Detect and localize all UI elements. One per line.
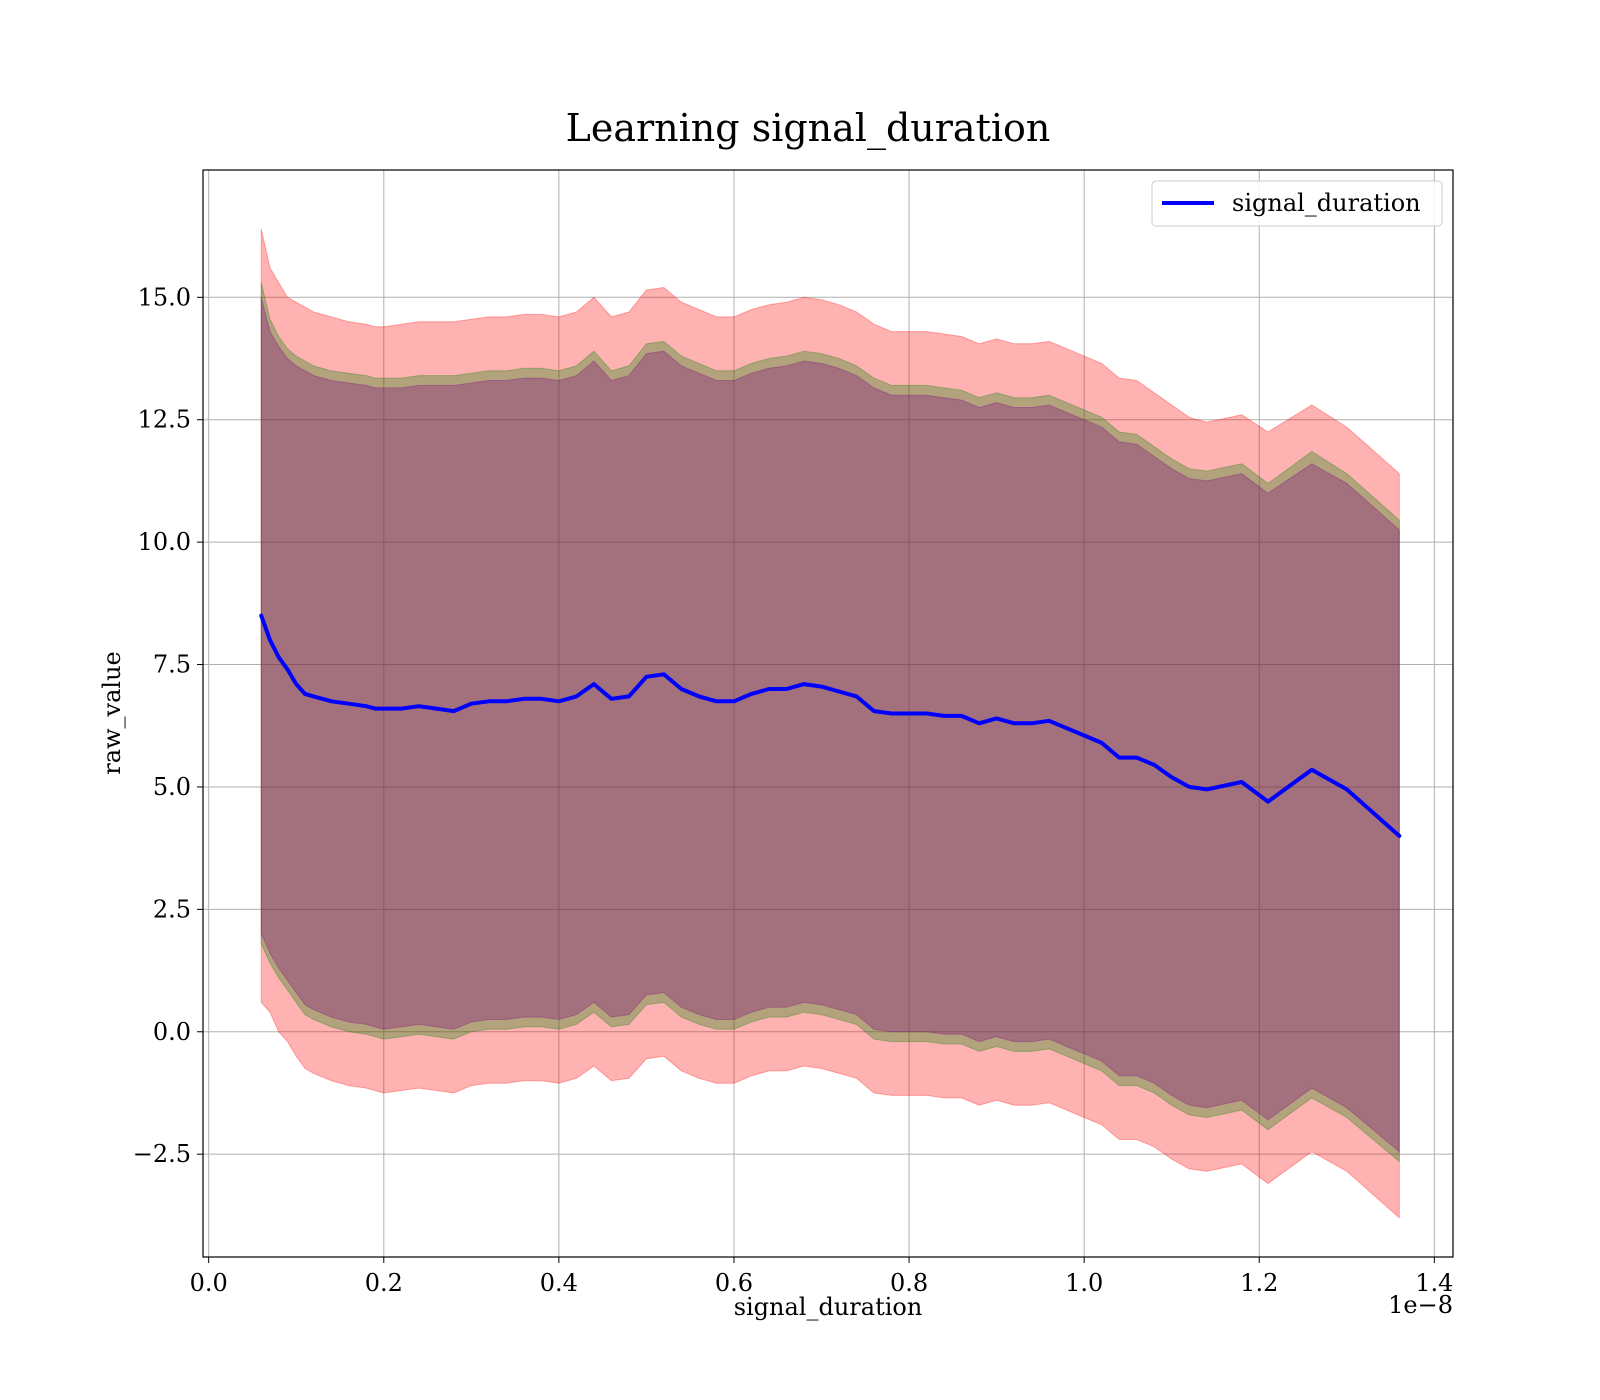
confidence-band: [260, 282, 1400, 1163]
x-axis-label: signal_duration: [734, 1293, 923, 1321]
legend-box: [1151, 180, 1443, 227]
y-axis-label: raw_value: [98, 651, 126, 775]
y-tick-label: 12.5: [138, 406, 191, 434]
y-tick-label: −2.5: [133, 1140, 191, 1168]
x-tick-label: 1.2: [1240, 1269, 1278, 1297]
y-tick-label: 0.0: [153, 1018, 191, 1046]
x-axis-offset-label: 1e−8: [1388, 1291, 1453, 1319]
grid: [203, 170, 1453, 1257]
plot-frame: [202, 169, 1454, 1258]
x-tick-label: 0.6: [715, 1269, 753, 1297]
x-tick-label: 0.2: [365, 1269, 403, 1297]
x-tick-label: 1.4: [1415, 1269, 1453, 1297]
axis-ticks: 0.0 0.2 0.4 0.6 0.8 1.0 1.2 1.4 −2.5 0.0 2.5 5.0 7.5…: [133, 283, 1454, 1297]
y-tick-label: 5.0: [153, 773, 191, 801]
x-tick-label: 0.0: [190, 1269, 228, 1297]
series-lines: [259, 613, 1402, 838]
y-tick-label: 10.0: [138, 528, 191, 556]
x-tick-label: 0.4: [540, 1269, 578, 1297]
y-tick-label: 15.0: [138, 283, 191, 311]
y-tick-label: 2.5: [153, 895, 191, 923]
x-tick-label: 0.8: [890, 1269, 928, 1297]
x-tick-label: 1.0: [1065, 1269, 1103, 1297]
series-line: [259, 613, 1402, 838]
confidence-band: [260, 297, 1400, 1153]
legend: signal_duration: [1151, 180, 1443, 227]
chart-title: Learning signal_duration: [566, 106, 1051, 151]
confidence-band: [260, 228, 1400, 1219]
confidence-bands: [260, 228, 1400, 1219]
y-tick-label: 7.5: [153, 651, 191, 679]
legend-label: signal_duration: [1232, 189, 1421, 217]
